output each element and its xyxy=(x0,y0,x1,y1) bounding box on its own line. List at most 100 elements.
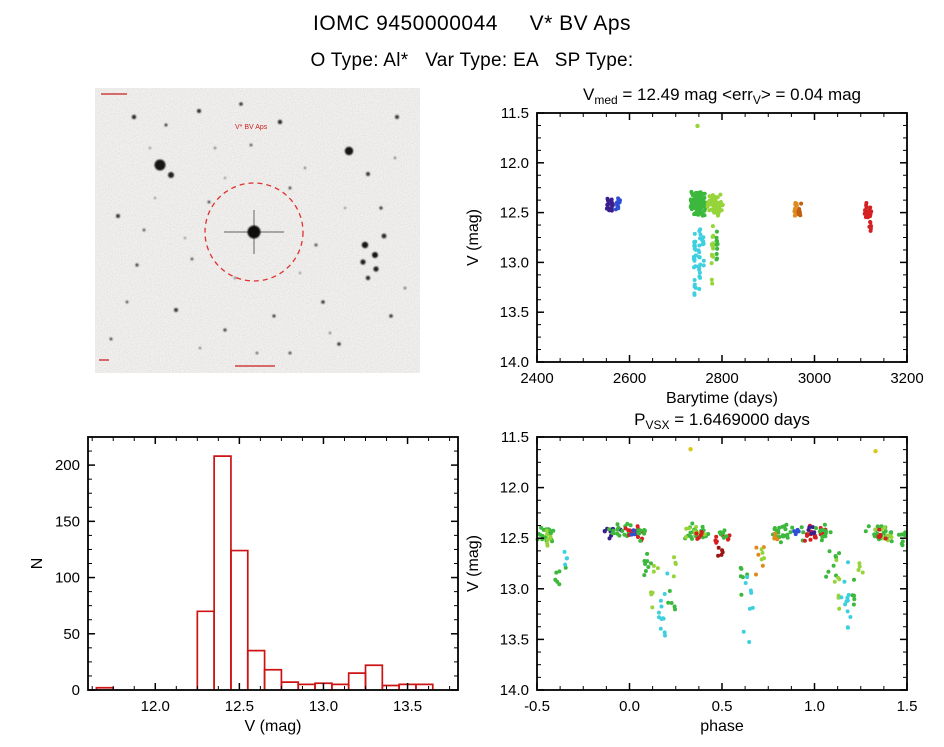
data-point xyxy=(623,526,628,531)
point-cluster-cyan xyxy=(839,560,853,630)
data-point xyxy=(863,529,868,534)
data-point xyxy=(667,589,672,593)
data-point xyxy=(693,204,698,209)
point-cluster-lightgreen xyxy=(649,563,660,610)
data-point xyxy=(710,253,715,258)
point-cluster-navy xyxy=(604,196,612,213)
plot-title-subscript: V xyxy=(753,93,761,107)
star xyxy=(361,241,369,249)
data-point xyxy=(873,527,878,532)
data-point xyxy=(868,228,873,233)
data-point xyxy=(759,547,764,552)
data-point xyxy=(701,235,706,240)
data-point xyxy=(866,524,871,529)
data-point xyxy=(741,629,746,634)
data-point xyxy=(651,569,656,574)
data-point xyxy=(721,535,726,540)
data-point xyxy=(850,593,855,598)
data-point xyxy=(857,561,862,566)
data-point xyxy=(888,533,892,538)
data-point xyxy=(754,572,758,577)
data-point xyxy=(714,539,719,544)
star xyxy=(239,102,243,106)
data-point xyxy=(868,205,873,210)
star xyxy=(365,275,371,281)
data-point xyxy=(615,522,620,527)
data-point xyxy=(845,598,850,603)
data-point xyxy=(650,590,655,595)
data-point xyxy=(739,592,744,597)
data-point xyxy=(715,195,720,200)
star xyxy=(174,308,178,312)
axes-box xyxy=(536,436,908,691)
data-point xyxy=(616,196,621,201)
plot-title-segment: = 1.6469000 days xyxy=(669,410,809,429)
point-cluster-darkorange xyxy=(796,201,804,218)
data-point xyxy=(851,602,856,607)
data-point xyxy=(700,201,705,206)
data-point xyxy=(856,568,861,572)
star xyxy=(288,186,292,190)
star xyxy=(337,342,341,346)
data-point xyxy=(697,270,702,275)
data-point xyxy=(715,246,720,251)
data-point xyxy=(563,562,568,567)
data-point xyxy=(810,525,815,530)
star xyxy=(373,266,379,272)
data-point xyxy=(692,258,697,263)
star xyxy=(255,351,259,355)
data-point xyxy=(662,630,667,635)
point-cluster-green xyxy=(824,549,842,579)
data-point xyxy=(794,529,799,534)
data-point xyxy=(692,231,697,236)
data-point xyxy=(715,213,720,218)
x-tick-label: 2600 xyxy=(613,370,646,387)
data-point xyxy=(544,528,549,533)
plot-title-segment: V xyxy=(583,85,595,104)
point-cluster-cyan xyxy=(741,575,755,644)
data-point xyxy=(714,229,719,234)
data-point xyxy=(797,210,802,215)
plot-title-segment: > = 0.04 mag xyxy=(761,85,861,104)
data-point xyxy=(609,208,614,213)
data-point xyxy=(545,532,549,537)
star xyxy=(233,276,237,280)
data-point xyxy=(672,555,676,560)
data-point xyxy=(832,579,837,584)
data-point xyxy=(564,556,569,561)
data-point xyxy=(615,527,620,532)
data-point xyxy=(693,253,698,258)
x-tick-label: 12.0 xyxy=(141,698,170,715)
data-point xyxy=(666,600,671,605)
data-point xyxy=(883,529,888,534)
data-point xyxy=(710,234,715,239)
data-point xyxy=(688,204,693,209)
data-point xyxy=(692,244,697,249)
data-point xyxy=(819,538,824,543)
outlier-point xyxy=(695,123,700,129)
page-title: IOMC 9450000044 V* BV Aps xyxy=(312,12,631,35)
data-point xyxy=(846,560,850,565)
data-point xyxy=(716,545,721,550)
data-point xyxy=(610,203,615,208)
data-point xyxy=(643,569,648,573)
data-point xyxy=(690,193,695,198)
point-cluster-cyan xyxy=(562,549,569,567)
data-point xyxy=(745,575,750,580)
data-point xyxy=(700,213,705,218)
data-point xyxy=(643,562,648,566)
star xyxy=(148,146,152,150)
data-point xyxy=(824,529,828,534)
data-point xyxy=(845,625,850,630)
data-point xyxy=(635,524,640,529)
data-point xyxy=(694,524,699,529)
point-cluster-cyan xyxy=(691,231,698,297)
outlier-point xyxy=(688,446,693,452)
star xyxy=(213,146,217,150)
data-point xyxy=(877,527,882,532)
data-point xyxy=(645,559,650,564)
star xyxy=(142,228,146,232)
data-point xyxy=(857,564,862,569)
point-cluster-green xyxy=(688,189,708,218)
